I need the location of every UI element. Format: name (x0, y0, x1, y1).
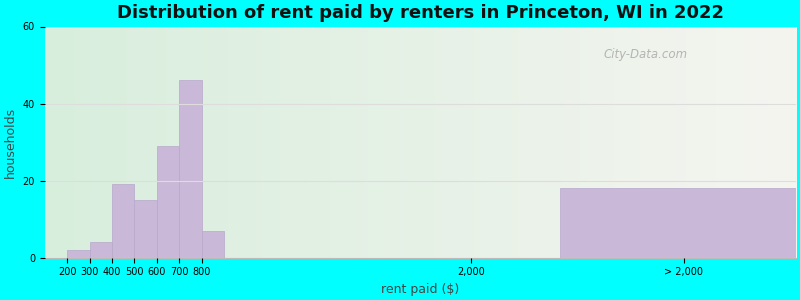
Bar (67, 250, 90, 258)
Text: City-Data.com: City-Data.com (603, 48, 688, 61)
Bar (112, 184, 134, 258)
Title: Distribution of rent paid by renters in Princeton, WI in 2022: Distribution of rent paid by renters in … (117, 4, 724, 22)
Bar (561, 188, 796, 258)
Bar (134, 200, 157, 258)
Bar (157, 146, 179, 258)
Y-axis label: households: households (4, 106, 17, 178)
X-axis label: rent paid ($): rent paid ($) (382, 283, 459, 296)
Bar (202, 231, 224, 258)
Bar (90, 242, 112, 258)
Bar (179, 80, 202, 258)
